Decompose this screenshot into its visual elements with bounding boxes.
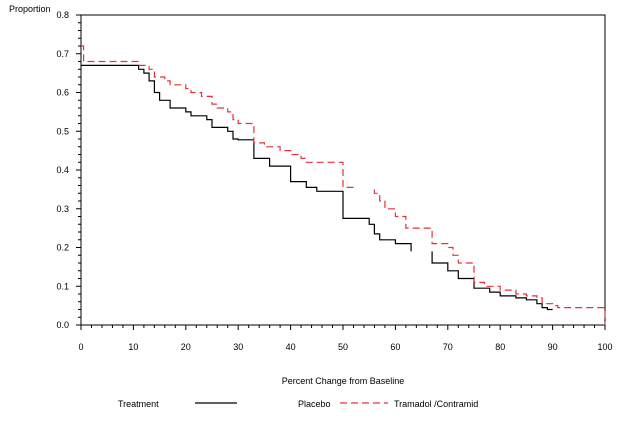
legend-entry-tramadol: Tramadol /Contramid (394, 399, 478, 409)
y-tick-label: 0.0 (56, 320, 69, 330)
x-tick-label: 60 (390, 342, 400, 352)
x-tick-label: 0 (78, 342, 83, 352)
series-placebo-line (431, 251, 553, 311)
x-tick-label: 70 (443, 342, 453, 352)
y-tick-label: 0.7 (56, 49, 69, 59)
legend-title: Treatment (118, 399, 159, 409)
x-tick-label: 100 (597, 342, 612, 352)
y-tick-label: 0.5 (56, 126, 69, 136)
x-tick-label: 50 (338, 342, 348, 352)
x-axis-label: Percent Change from Baseline (282, 376, 405, 386)
x-tick-label: 90 (548, 342, 558, 352)
series-placebo-line (81, 64, 412, 252)
y-tick-label: 0.1 (56, 281, 69, 291)
x-tick-label: 30 (233, 342, 243, 352)
series-tramadol-line (373, 189, 606, 325)
legend-entry-placebo: Placebo (298, 399, 331, 409)
y-axis-ticks: 0.0 0.1 0.2 0.3 0.4 0.5 0.6 0.7 0.8 (56, 10, 81, 330)
x-tick-label: 40 (286, 342, 296, 352)
x-axis-ticks: 0 10 20 30 40 50 60 70 80 90 100 (78, 325, 613, 352)
series-tramadol-line (81, 45, 354, 188)
y-tick-label: 0.6 (56, 88, 69, 98)
y-tick-label: 0.3 (56, 204, 69, 214)
x-tick-label: 80 (495, 342, 505, 352)
y-tick-label: 0.4 (56, 165, 69, 175)
y-axis-label: Proportion (9, 4, 51, 14)
x-tick-label: 20 (181, 342, 191, 352)
y-tick-label: 0.8 (56, 10, 69, 20)
y-tick-label: 0.2 (56, 243, 69, 253)
legend: Treatment Placebo Tramadol /Contramid (118, 399, 478, 409)
series-layer (81, 45, 606, 325)
x-tick-label: 10 (128, 342, 138, 352)
